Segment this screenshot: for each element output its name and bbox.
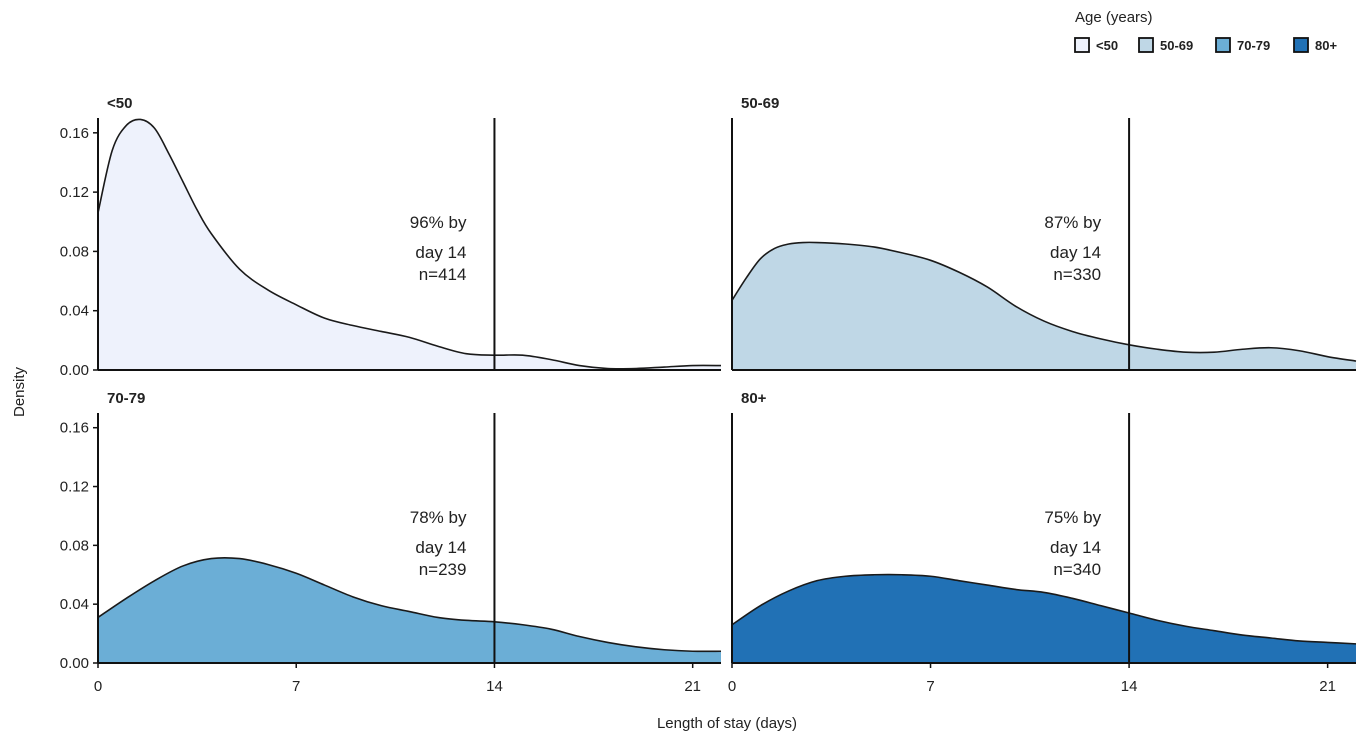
density-area-3	[98, 557, 721, 663]
legend-title: Age (years)	[1075, 9, 1153, 26]
panel-label: 80+	[741, 390, 767, 407]
panel-annotation: 87% by	[1044, 213, 1101, 232]
panel-3: 70-79 78% by day 14 n=239 0.00 0.04 0.08 0.12 0.…	[60, 390, 722, 695]
y-tick-label: 0.04	[60, 303, 89, 320]
density-curve-2	[731, 241, 1357, 362]
y-tick-label: 0.16	[60, 420, 89, 437]
y-axis-title: Density	[11, 366, 28, 417]
legend-label: 80+	[1315, 38, 1337, 53]
panel-annotation: n=239	[419, 560, 467, 579]
panel-2: 50-69 87% by day 14 n=330	[731, 95, 1357, 371]
panel-1: <50 96% by day 14 n=414 0.00 0.04 0.08 0.12 0.16	[60, 95, 722, 379]
x-tick-label: 14	[1121, 678, 1138, 695]
panel-annotation: 96% by	[410, 213, 467, 232]
y-tick-label: 0.08	[60, 243, 89, 260]
y-tick-label: 0.04	[60, 596, 89, 613]
panel-label: 50-69	[741, 95, 779, 112]
x-tick-label: 7	[926, 678, 934, 695]
legend-label: 50-69	[1160, 38, 1193, 53]
density-area-1	[98, 119, 721, 371]
x-axis-title: Length of stay (days)	[657, 715, 797, 732]
legend: Age (years) <50 50-69 70-79 80+	[1074, 9, 1337, 53]
legend-label: 70-79	[1237, 38, 1270, 53]
panel-annotation: 75% by	[1044, 508, 1101, 527]
x-tick-label: 14	[486, 678, 503, 695]
legend-swatch	[1074, 37, 1090, 53]
facet-panels: <50 96% by day 14 n=414 0.00 0.04 0.08 0.12 0.16…	[60, 95, 1357, 695]
density-curve-3	[97, 556, 722, 653]
legend-label: <50	[1096, 38, 1118, 53]
panel-label: <50	[107, 95, 132, 112]
density-area-2	[732, 242, 1356, 370]
y-tick-label: 0.00	[60, 655, 89, 672]
panel-annotation: day 14	[415, 243, 466, 262]
panel-annotation: day 14	[1050, 538, 1101, 557]
legend-swatch	[1293, 37, 1309, 53]
density-curve-1	[97, 118, 722, 370]
x-tick-label: 21	[1319, 678, 1336, 695]
y-tick-label: 0.12	[60, 479, 89, 496]
x-tick-label: 0	[728, 678, 736, 695]
y-tick-label: 0.00	[60, 362, 89, 379]
panel-annotation: n=330	[1053, 265, 1101, 284]
panel-label: 70-79	[107, 390, 145, 407]
panel-annotation: day 14	[1050, 243, 1101, 262]
x-tick-label: 21	[684, 678, 701, 695]
panel-annotation: n=340	[1053, 560, 1101, 579]
legend-swatch	[1215, 37, 1231, 53]
x-tick-label: 0	[94, 678, 102, 695]
density-area-4	[732, 574, 1356, 663]
panel-annotation: n=414	[419, 265, 467, 284]
legend-items: <50 50-69 70-79 80+	[1074, 37, 1337, 53]
x-tick-label: 7	[292, 678, 300, 695]
y-tick-label: 0.12	[60, 184, 89, 201]
legend-swatch	[1138, 37, 1154, 53]
y-tick-label: 0.16	[60, 125, 89, 142]
panel-4: 80+ 75% by day 14 n=340 0 7 14 21	[728, 390, 1357, 695]
y-tick-label: 0.08	[60, 537, 89, 554]
panel-annotation: 78% by	[410, 508, 467, 527]
density-curve-4	[731, 573, 1357, 645]
panel-annotation: day 14	[415, 538, 466, 557]
